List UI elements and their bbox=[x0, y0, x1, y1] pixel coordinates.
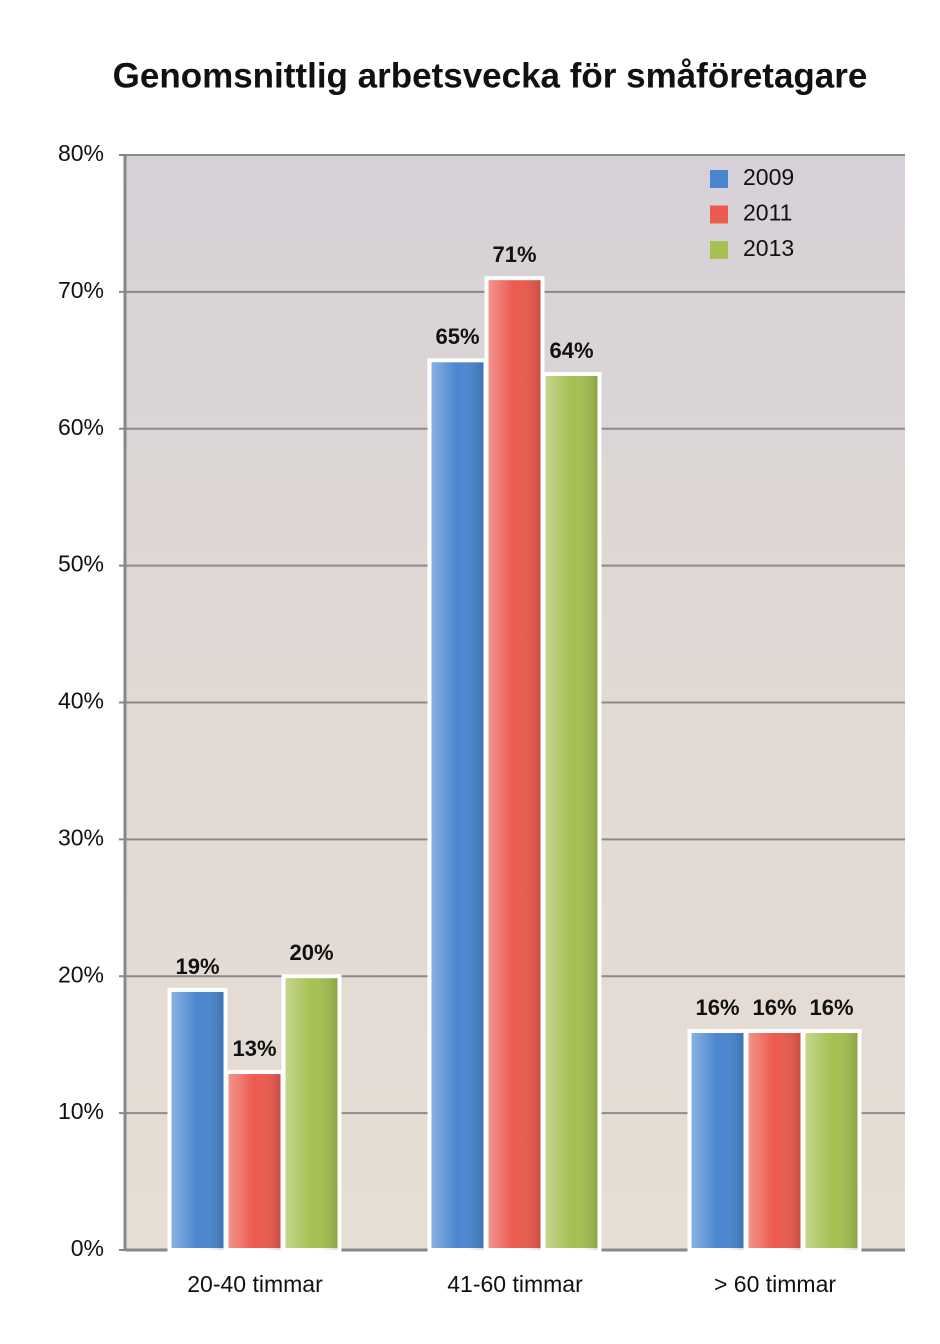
bar-shine bbox=[748, 1033, 801, 1250]
y-tick-label: 20% bbox=[58, 961, 104, 987]
value-label: 16% bbox=[752, 995, 796, 1020]
y-tick-label: 80% bbox=[58, 140, 104, 166]
bar-shine bbox=[431, 362, 484, 1250]
value-label: 16% bbox=[809, 995, 853, 1020]
value-label: 64% bbox=[549, 338, 593, 363]
value-label: 71% bbox=[492, 242, 536, 267]
y-tick-label: 30% bbox=[58, 824, 104, 850]
legend-label: 2013 bbox=[743, 235, 794, 261]
bar-shine bbox=[545, 376, 598, 1250]
y-tick-label: 10% bbox=[58, 1098, 104, 1124]
bar-shine bbox=[488, 280, 541, 1250]
legend-label: 2009 bbox=[743, 164, 794, 190]
bar-shine bbox=[228, 1074, 281, 1250]
value-label: 13% bbox=[232, 1036, 276, 1061]
x-tick-label: 41-60 timmar bbox=[447, 1271, 583, 1297]
value-label: 20% bbox=[289, 940, 333, 965]
legend-swatch bbox=[710, 170, 728, 188]
y-tick-label: 0% bbox=[71, 1235, 104, 1261]
y-tick-label: 70% bbox=[58, 277, 104, 303]
legend-swatch bbox=[710, 241, 728, 259]
bar-shine bbox=[805, 1033, 858, 1250]
bar-shine bbox=[171, 991, 224, 1250]
y-tick-label: 50% bbox=[58, 551, 104, 577]
y-tick-label: 60% bbox=[58, 414, 104, 440]
chart-title: Genomsnittlig arbetsvecka för småföretag… bbox=[113, 56, 868, 95]
y-tick-label: 40% bbox=[58, 688, 104, 714]
bar-shine bbox=[285, 978, 338, 1250]
bar-shine bbox=[691, 1033, 744, 1250]
legend-label: 2011 bbox=[743, 200, 792, 226]
value-label: 16% bbox=[695, 995, 739, 1020]
value-label: 19% bbox=[175, 954, 219, 979]
x-tick-label: > 60 timmar bbox=[714, 1271, 836, 1297]
x-tick-label: 20-40 timmar bbox=[187, 1271, 323, 1297]
legend-swatch bbox=[710, 205, 728, 224]
value-label: 65% bbox=[435, 324, 479, 349]
